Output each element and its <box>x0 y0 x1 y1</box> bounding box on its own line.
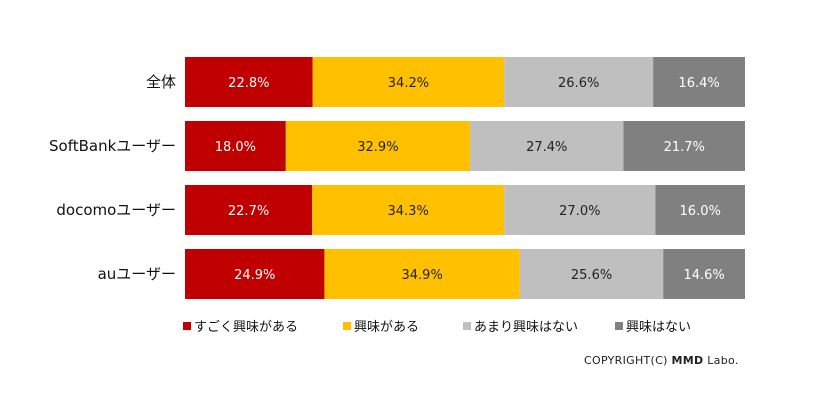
data-label: 21.7% <box>664 140 705 155</box>
data-label: 22.7% <box>228 204 269 219</box>
bar-segments <box>185 57 745 299</box>
legend-swatch <box>615 322 623 330</box>
legend-swatch <box>343 322 351 330</box>
bar-segment <box>653 57 745 107</box>
bar-segment <box>185 249 325 299</box>
legend-label: すごく興味がある <box>194 319 298 335</box>
bar-segment <box>519 249 664 299</box>
data-label: 32.9% <box>357 140 398 155</box>
legend-label: 興味がある <box>354 320 419 335</box>
bar-segment <box>504 57 654 107</box>
copyright-brand: MMD <box>671 354 704 367</box>
bar-segment <box>623 121 745 171</box>
data-label: 26.6% <box>558 76 599 91</box>
data-label: 27.4% <box>526 140 567 155</box>
legend-label: 興味はない <box>626 320 691 335</box>
data-label: 34.2% <box>388 76 429 91</box>
copyright-notice: COPYRIGHT(C) MMD Labo. <box>584 354 739 367</box>
bar-segment <box>312 57 505 107</box>
data-label: 14.6% <box>683 268 724 283</box>
bar-segment <box>185 121 286 171</box>
data-label: 16.4% <box>678 76 719 91</box>
bar-segment <box>312 185 505 235</box>
bar-segment <box>663 249 745 299</box>
bar-segment <box>185 185 313 235</box>
legend: すごく興味がある 興味がある あまり興味はない 興味はない <box>183 319 691 335</box>
bar-segment <box>285 121 471 171</box>
bar-segment <box>185 57 313 107</box>
copyright-suffix: Labo. <box>703 354 739 367</box>
category-label: 全体 <box>146 73 176 91</box>
data-label: 25.6% <box>571 268 612 283</box>
category-label: SoftBankユーザー <box>49 137 176 155</box>
legend-swatch <box>463 322 471 330</box>
category-label: docomoユーザー <box>56 201 176 219</box>
bar-segment <box>470 121 624 171</box>
bar-segment <box>324 249 520 299</box>
data-label: 34.3% <box>388 204 429 219</box>
data-label: 18.0% <box>215 140 256 155</box>
data-label: 22.8% <box>228 76 269 91</box>
category-labels: 全体 SoftBankユーザー docomoユーザー auユーザー <box>49 73 176 283</box>
legend-swatch <box>183 322 191 330</box>
bar-segment <box>655 185 745 235</box>
data-label: 16.0% <box>680 204 721 219</box>
category-label: auユーザー <box>98 265 176 283</box>
bar-segment <box>504 185 656 235</box>
data-label: 24.9% <box>234 268 275 283</box>
data-label: 27.0% <box>559 204 600 219</box>
data-label: 34.9% <box>402 268 443 283</box>
legend-label: あまり興味はない <box>474 320 578 335</box>
copyright-prefix: COPYRIGHT(C) <box>584 354 672 367</box>
data-labels: 22.8% 34.2% 26.6% 16.4% 18.0% 32.9% 27.4% 21.7%… <box>215 76 725 283</box>
